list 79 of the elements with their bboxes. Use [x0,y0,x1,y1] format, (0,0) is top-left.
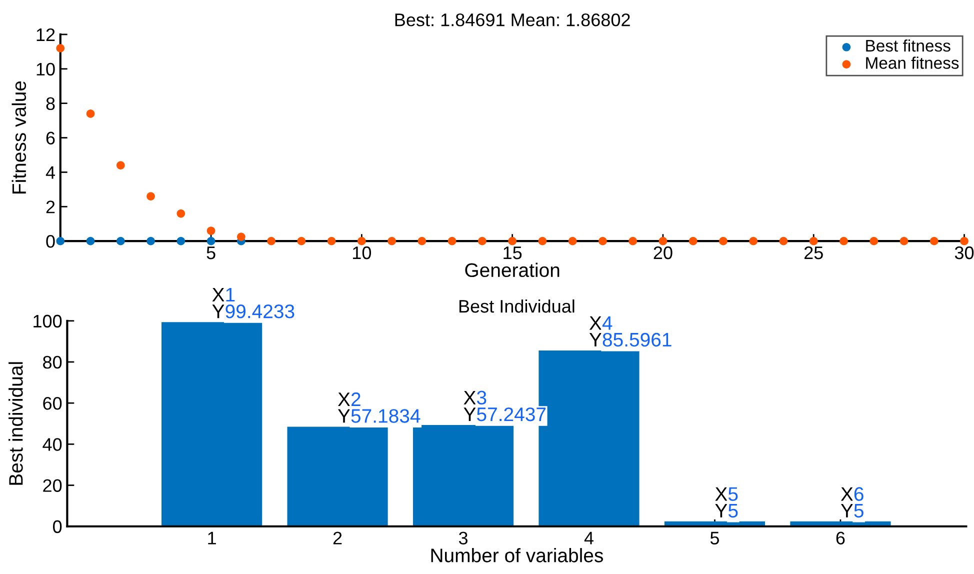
x-tick-label: 25 [804,246,823,260]
point [146,236,155,246]
x-tick-label: 5 [710,532,720,544]
point [116,161,125,170]
point [176,236,186,246]
annotation: X2 Y57.1834 [338,392,420,423]
x-tick-label: 5 [206,246,216,260]
point [448,236,456,246]
point [960,236,968,246]
point [146,192,155,200]
point [236,232,246,241]
point [267,236,276,246]
x-tick-label: 1 [208,532,216,544]
y-tick-label: 12 [36,28,55,41]
y-tick-label: 2 [46,200,55,214]
y-tick-label: 100 [34,314,62,328]
point [116,236,125,246]
x-tick-label: 2 [333,532,342,544]
point [779,236,788,246]
x-axis-title: Generation [465,262,560,278]
point [206,226,216,235]
x-tick-label: 6 [836,532,845,544]
point [508,236,516,246]
y-axis-title: Fitness value [12,81,26,194]
point [56,44,65,52]
y-tick-label: 40 [42,438,62,451]
x-tick-label: 15 [504,246,522,260]
point [86,236,95,246]
x-tick-label: 30 [954,246,974,260]
y-tick-label: 0 [46,235,55,248]
point [598,236,607,246]
y-axis-title: Best individual [8,362,23,485]
point [478,236,486,246]
point [719,236,728,246]
annotation: X4 Y85.5961 [589,316,672,347]
point [688,236,698,246]
bar [287,426,388,526]
y-tick-label: 0 [53,520,62,534]
x-tick-label: 10 [353,246,372,260]
point [418,236,426,246]
point [297,236,306,246]
x-axis-title: Number of variables [431,548,604,562]
point [56,236,65,246]
point [900,236,908,246]
bar [412,425,514,526]
point [840,236,848,246]
legend-label: Mean fitness [866,56,959,69]
bar [162,322,262,526]
point [206,236,216,246]
y-tick-label: 4 [46,166,55,179]
point [358,236,366,246]
x-tick-label: 3 [458,532,468,544]
point [930,236,938,246]
point [538,236,547,246]
point [809,236,818,246]
point [870,236,878,246]
y-tick-label: 8 [46,97,55,110]
y-tick-label: 6 [46,132,55,144]
y-tick-label: 80 [43,356,62,369]
point [176,209,186,218]
annotation: X6 Y5 [840,487,864,518]
chart-title: Best: 1.84691 Mean: 1.86802 [395,14,630,26]
annotation: X5 Y5 [715,487,738,518]
point [86,109,95,118]
annotation: X3 Y57.2437 [464,390,546,422]
point [749,236,758,246]
point [628,236,638,246]
point [327,236,336,246]
x-tick-label: 20 [654,246,672,260]
point [658,236,668,246]
chart-title: Best Individual [459,299,574,313]
point [568,236,577,246]
y-tick-label: 60 [43,396,62,410]
x-tick-label: 4 [584,532,594,544]
point [388,236,396,246]
y-tick-label: 10 [36,62,55,76]
annotation: X1 Y99.4233 [212,288,294,318]
legend-label: Best fitness [866,39,950,52]
y-tick-label: 20 [43,479,62,492]
